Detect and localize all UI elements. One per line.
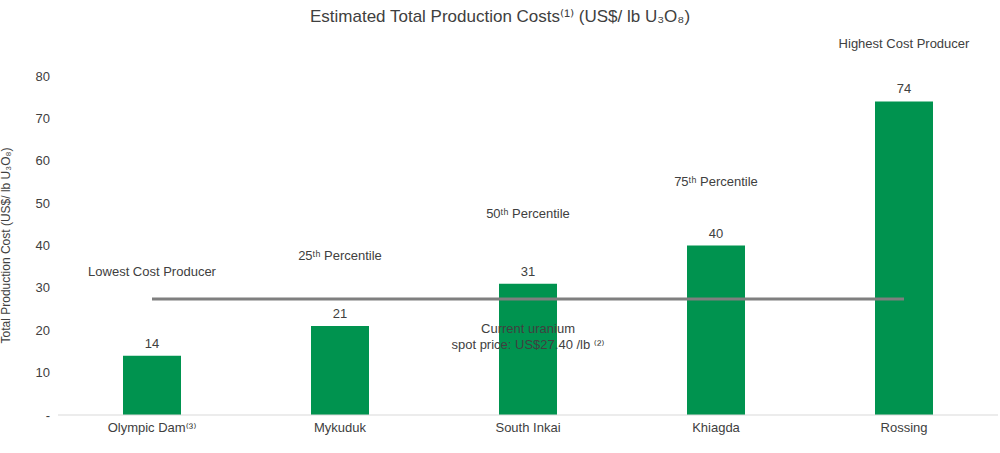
svg-text:14: 14	[145, 336, 159, 351]
svg-text:80: 80	[36, 69, 50, 84]
svg-text:Mykuduk: Mykuduk	[314, 420, 367, 435]
svg-text:40: 40	[709, 226, 723, 241]
svg-text:50: 50	[36, 196, 50, 211]
svg-text:Olympic Dam⁽³⁾: Olympic Dam⁽³⁾	[108, 420, 197, 435]
svg-text:Highest Cost Producer: Highest Cost Producer	[839, 36, 970, 51]
html-text:Estimated Total Production Cos: Estimated Total Production Costs⁽¹⁾ (US$…	[310, 7, 690, 26]
svg-text:31: 31	[521, 264, 535, 279]
svg-text:Rossing: Rossing	[881, 420, 928, 435]
svg-text:-: -	[46, 408, 50, 423]
svg-text:70: 70	[36, 111, 50, 126]
svg-text:20: 20	[36, 323, 50, 338]
svg-text:Total Production Cost (US$/ lb: Total Production Cost (US$/ lb U₃O₈)	[0, 148, 13, 344]
svg-text:10: 10	[36, 365, 50, 380]
svg-text:Lowest Cost Producer: Lowest Cost Producer	[88, 264, 217, 279]
svg-text:Khiagda: Khiagda	[692, 420, 740, 435]
svg-text:South Inkai: South Inkai	[495, 420, 560, 435]
svg-text:50ᵗʰ Percentile: 50ᵗʰ Percentile	[486, 206, 570, 221]
svg-text:74: 74	[897, 81, 911, 96]
svg-text:40: 40	[36, 238, 50, 253]
svg-text:30: 30	[36, 280, 50, 295]
svg-text:25ᵗʰ Percentile: 25ᵗʰ Percentile	[298, 248, 382, 263]
svg-text:60: 60	[36, 153, 50, 168]
svg-text:Current uraniumspot price: US$: Current uraniumspot price: US$27.40 /lb …	[451, 321, 604, 352]
svg-text:21: 21	[333, 306, 347, 321]
svg-text:75ᵗʰ Percentile: 75ᵗʰ Percentile	[674, 174, 758, 189]
